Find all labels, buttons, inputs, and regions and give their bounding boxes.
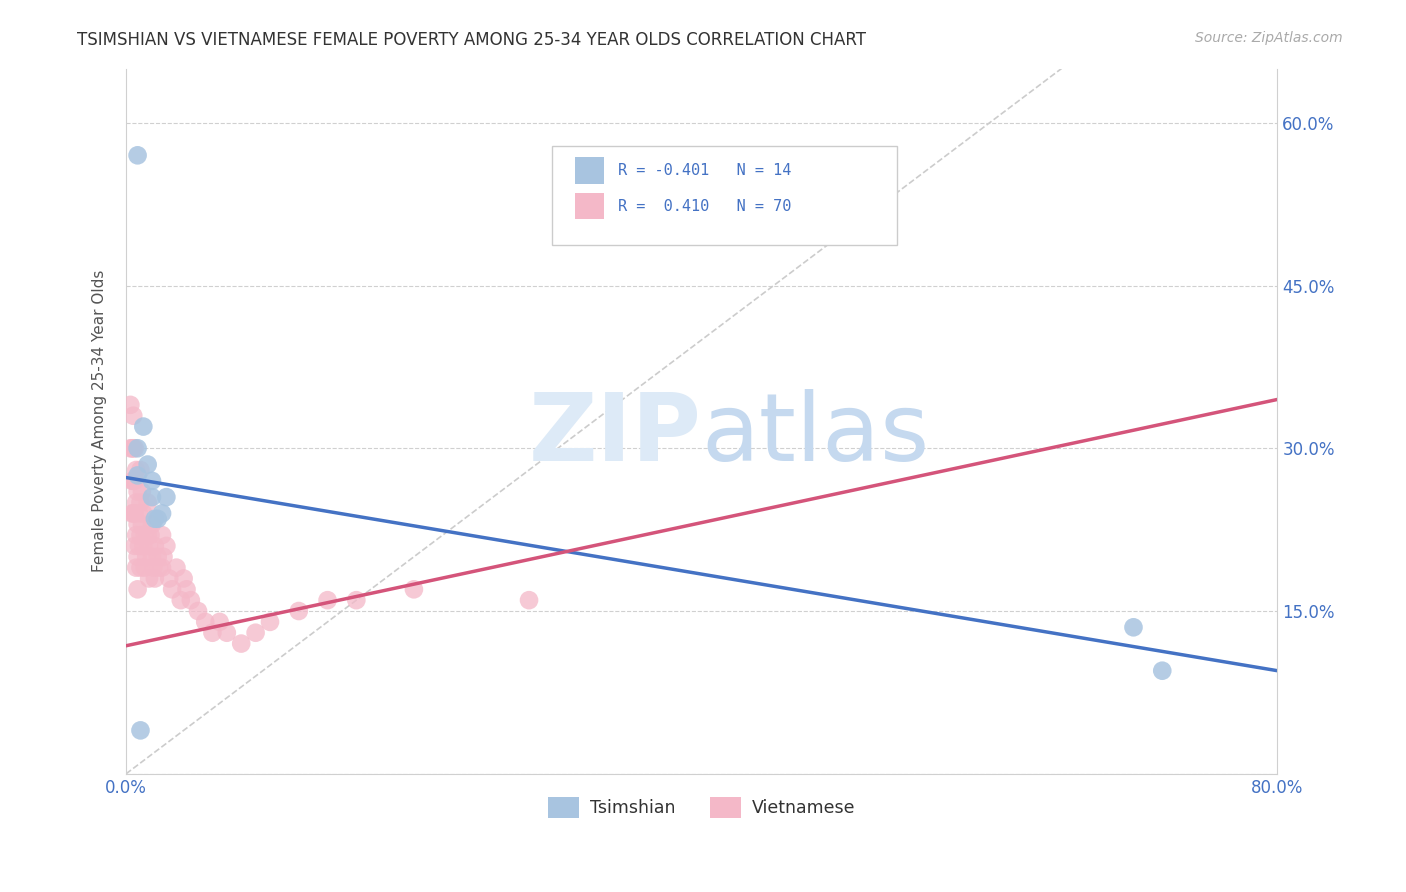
Point	[129, 463, 152, 477]
Point	[129, 495, 152, 509]
Point	[121, 442, 143, 456]
Point	[160, 582, 183, 597]
Point	[139, 528, 162, 542]
Y-axis label: Female Poverty Among 25-34 Year Olds: Female Poverty Among 25-34 Year Olds	[93, 270, 107, 573]
Point	[136, 458, 159, 472]
Point	[121, 507, 143, 521]
FancyBboxPatch shape	[575, 193, 605, 219]
Point	[129, 723, 152, 738]
Point	[127, 442, 149, 456]
Point	[1152, 664, 1174, 678]
Point	[150, 528, 173, 542]
Point	[122, 474, 145, 488]
Point	[517, 593, 540, 607]
Point	[125, 495, 148, 509]
Point	[127, 582, 149, 597]
Point	[288, 604, 311, 618]
Point	[150, 507, 173, 521]
Point	[122, 507, 145, 521]
Point	[148, 560, 170, 574]
Point	[157, 572, 180, 586]
Point	[129, 560, 152, 574]
Point	[143, 572, 166, 586]
Point	[124, 474, 146, 488]
Point	[165, 560, 187, 574]
Point	[132, 539, 155, 553]
Point	[138, 539, 160, 553]
Point	[125, 560, 148, 574]
Point	[131, 484, 153, 499]
Point	[143, 539, 166, 553]
Point	[136, 495, 159, 509]
Text: ZIP: ZIP	[529, 389, 702, 482]
Point	[402, 582, 425, 597]
Point	[121, 474, 143, 488]
Point	[201, 625, 224, 640]
Point	[155, 539, 177, 553]
Point	[127, 484, 149, 499]
Point	[125, 463, 148, 477]
Point	[131, 517, 153, 532]
Point	[122, 409, 145, 423]
Text: R =  0.410   N = 70: R = 0.410 N = 70	[617, 199, 792, 213]
Point	[259, 615, 281, 629]
FancyBboxPatch shape	[575, 157, 605, 184]
Point	[128, 539, 150, 553]
Point	[155, 490, 177, 504]
Point	[122, 442, 145, 456]
Point	[344, 593, 367, 607]
Point	[124, 442, 146, 456]
Point	[138, 572, 160, 586]
Point	[146, 512, 169, 526]
Point	[170, 593, 193, 607]
Point	[194, 615, 217, 629]
Point	[128, 507, 150, 521]
Point	[124, 539, 146, 553]
Text: TSIMSHIAN VS VIETNAMESE FEMALE POVERTY AMONG 25-34 YEAR OLDS CORRELATION CHART: TSIMSHIAN VS VIETNAMESE FEMALE POVERTY A…	[77, 31, 866, 49]
Point	[208, 615, 231, 629]
Point	[127, 148, 149, 162]
Point	[152, 549, 174, 564]
Point	[124, 507, 146, 521]
Point	[141, 474, 163, 488]
Point	[150, 560, 173, 574]
Point	[146, 549, 169, 564]
Point	[245, 625, 267, 640]
Point	[1122, 620, 1144, 634]
Point	[141, 490, 163, 504]
Point	[134, 528, 156, 542]
Point	[142, 560, 165, 574]
Point	[132, 419, 155, 434]
Point	[141, 517, 163, 532]
Point	[180, 593, 202, 607]
Text: Source: ZipAtlas.com: Source: ZipAtlas.com	[1195, 31, 1343, 45]
Point	[129, 528, 152, 542]
Point	[173, 572, 195, 586]
FancyBboxPatch shape	[553, 146, 897, 244]
Point	[187, 604, 209, 618]
Point	[316, 593, 339, 607]
Text: R = -0.401   N = 14: R = -0.401 N = 14	[617, 163, 792, 178]
Point	[215, 625, 238, 640]
Point	[176, 582, 198, 597]
Point	[120, 442, 142, 456]
Point	[120, 398, 142, 412]
Point	[134, 560, 156, 574]
Point	[127, 468, 149, 483]
Point	[125, 528, 148, 542]
Point	[143, 512, 166, 526]
Text: atlas: atlas	[702, 389, 929, 482]
Point	[141, 549, 163, 564]
Point	[136, 528, 159, 542]
Point	[132, 507, 155, 521]
Point	[127, 517, 149, 532]
Point	[135, 549, 157, 564]
Point	[231, 636, 253, 650]
Legend: Tsimshian, Vietnamese: Tsimshian, Vietnamese	[541, 790, 862, 825]
Point	[127, 549, 149, 564]
